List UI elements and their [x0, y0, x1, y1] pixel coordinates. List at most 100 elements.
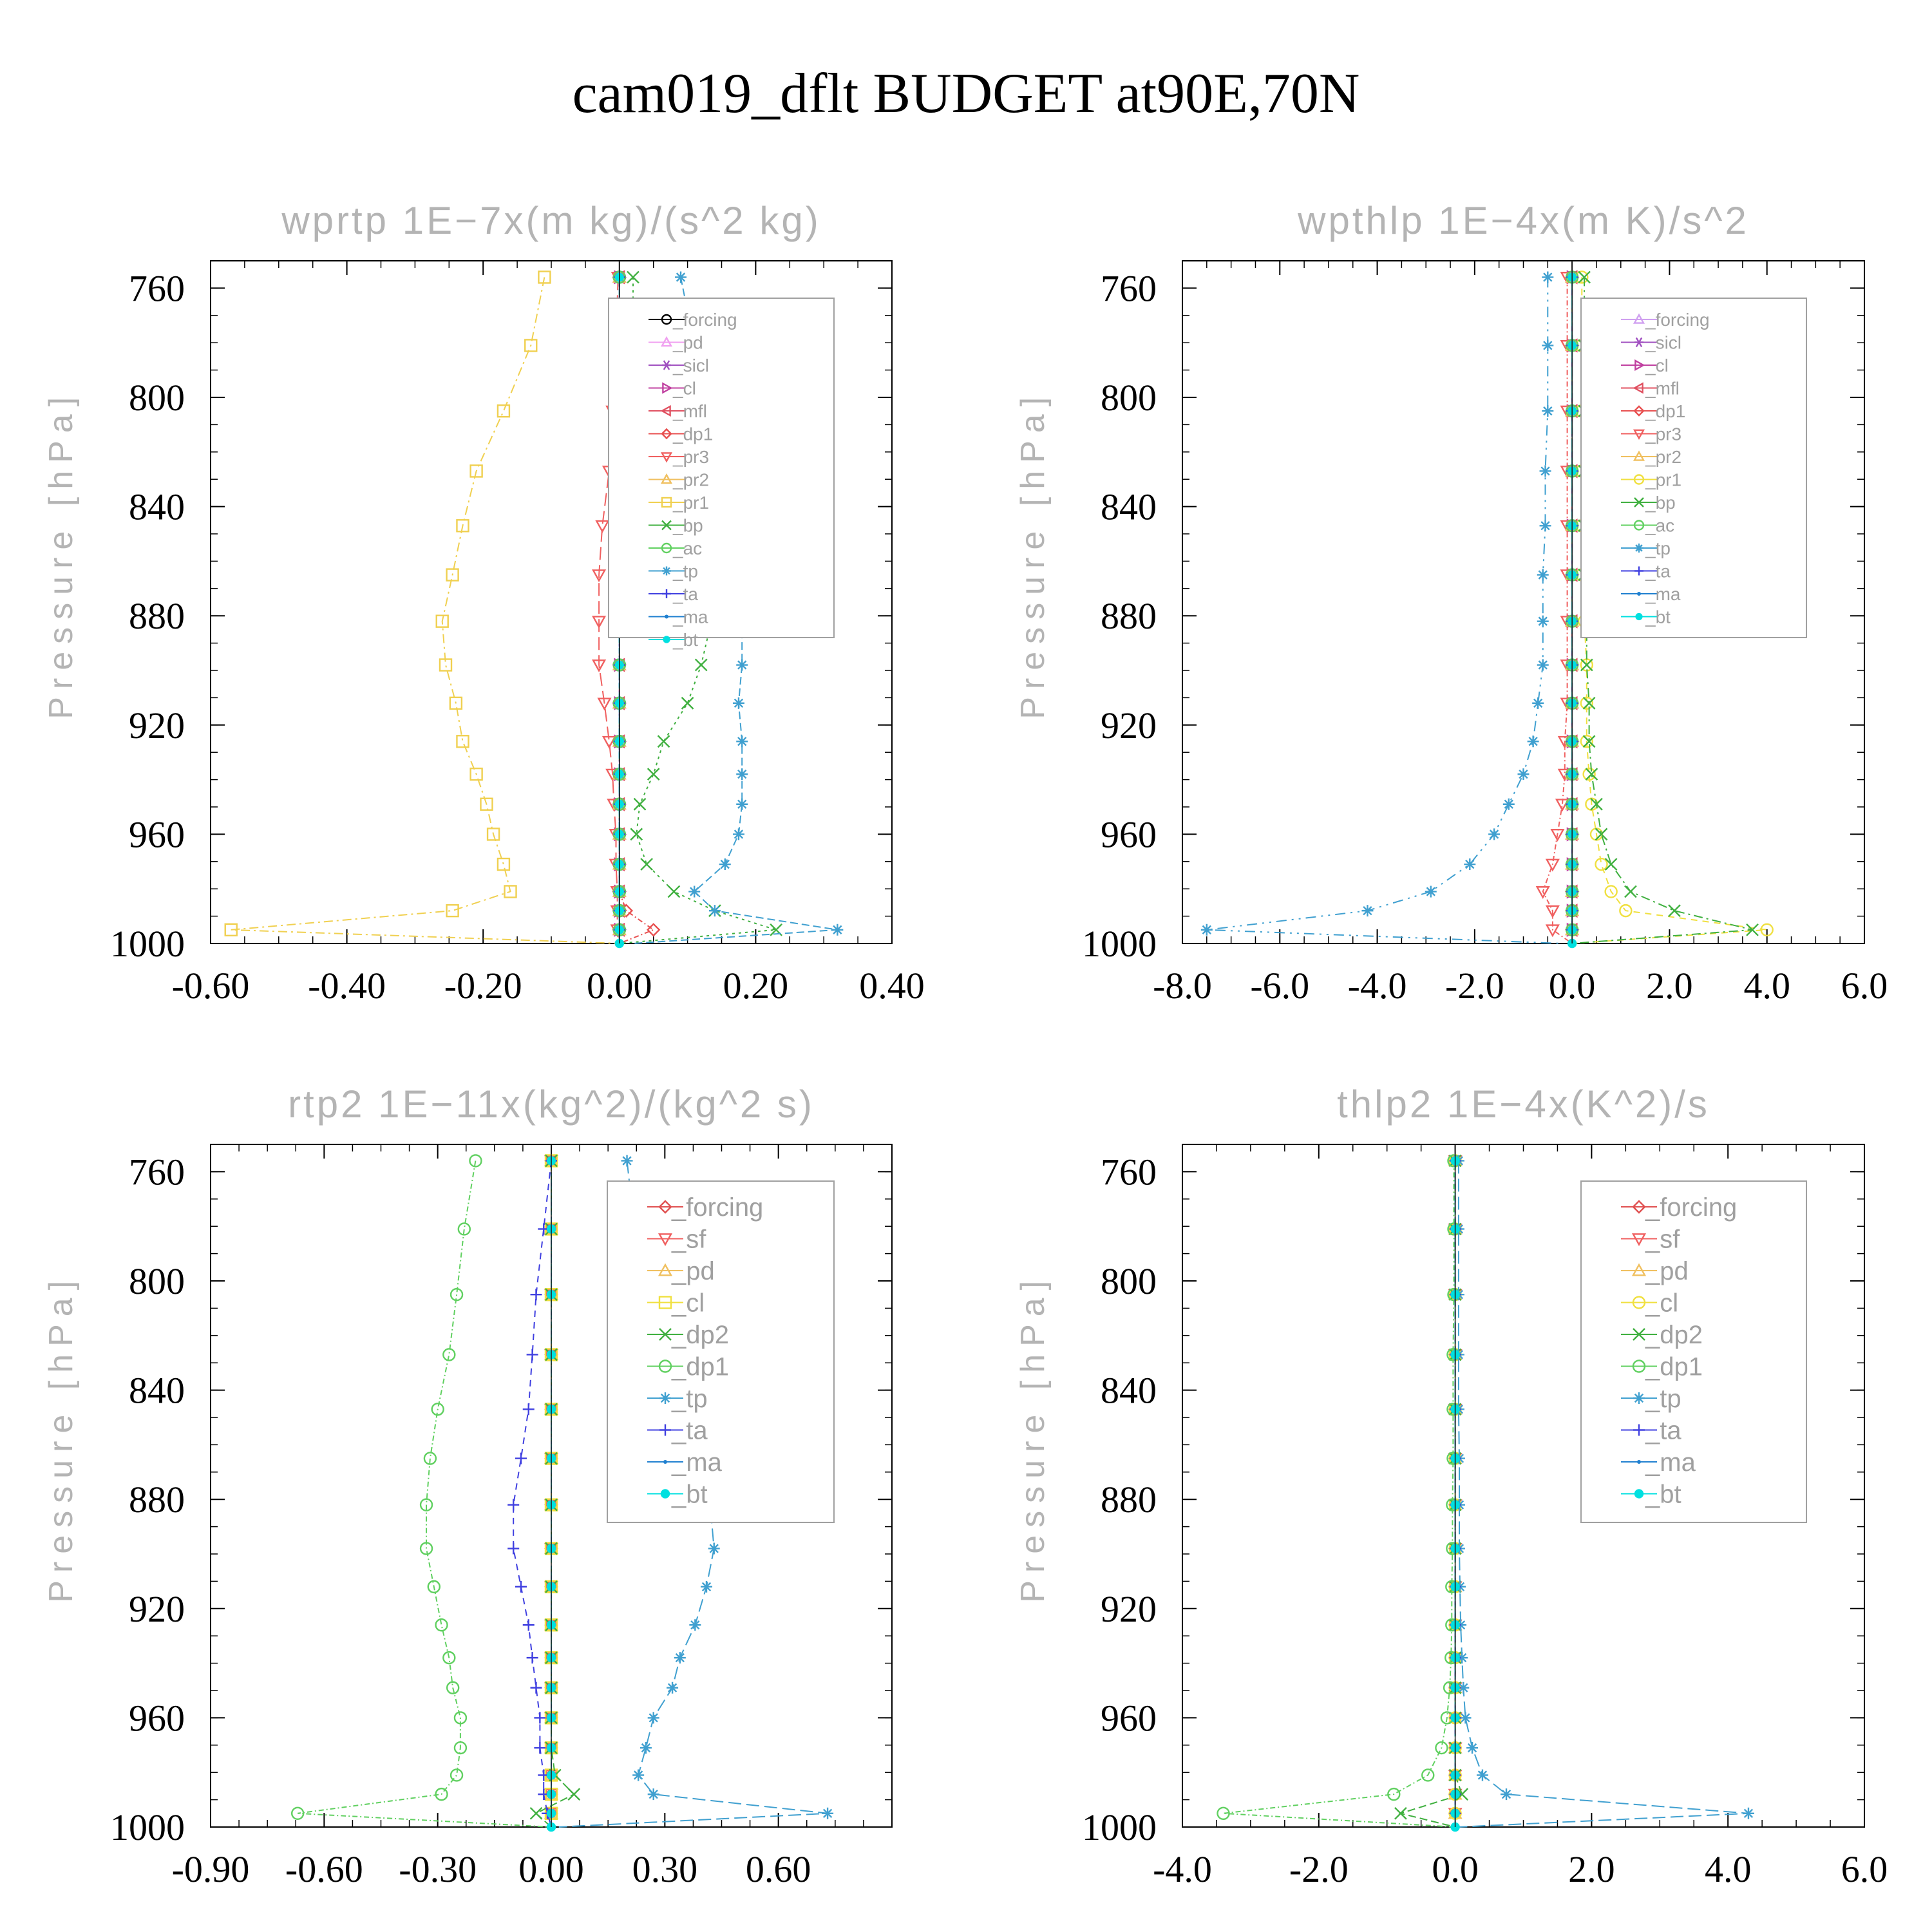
data-point-tp	[1542, 271, 1554, 283]
data-point-bp	[1578, 270, 1591, 284]
data-point-pr3	[601, 735, 616, 749]
data-point-tp	[1539, 465, 1551, 477]
series-line-bp	[619, 277, 777, 944]
legend-marker	[661, 542, 672, 554]
legend-marker	[1631, 1233, 1647, 1246]
x-tick-label: -0.40	[308, 965, 386, 1007]
legend-marker	[659, 1328, 672, 1341]
data-point-tp	[647, 1712, 659, 1724]
legend-marker	[658, 1263, 673, 1276]
data-point-tp	[621, 1155, 633, 1167]
data-point-dp1	[453, 1741, 468, 1755]
y-tick-label: 920	[1101, 705, 1157, 746]
data-point-bp	[1590, 797, 1603, 811]
data-point-pr1	[469, 767, 483, 781]
data-point-dp1	[450, 1287, 464, 1302]
legend-label: _bt	[1645, 1481, 1681, 1509]
data-point-dp1	[1435, 1741, 1448, 1755]
x-tick-label: 0.00	[587, 965, 652, 1007]
data-point-dp1	[427, 1580, 440, 1594]
legend-marker	[1633, 429, 1645, 440]
legend-label: _pd	[671, 1257, 715, 1285]
data-point-bp	[1604, 858, 1618, 871]
legend-box	[1580, 298, 1807, 638]
y-tick-label: 880	[1101, 595, 1157, 637]
legend-marker	[660, 1489, 670, 1499]
y-tick-label: 760	[1101, 267, 1157, 309]
data-point-dp1	[290, 1806, 305, 1821]
x-tick-label: 0.30	[632, 1848, 698, 1890]
data-point-dp1	[446, 1681, 460, 1694]
data-point-ta	[515, 1452, 527, 1464]
data-point-dp2	[529, 1806, 543, 1820]
legend-marker	[1633, 1424, 1645, 1436]
x-tick-label: -6.0	[1250, 965, 1309, 1007]
legend-marker	[1633, 405, 1645, 417]
data-point-dp1	[435, 1787, 448, 1801]
data-point-tp	[1502, 798, 1515, 810]
legend-label: _dp2	[671, 1321, 729, 1349]
data-point-bp	[1624, 885, 1637, 898]
y-tick-label: 1000	[110, 923, 185, 965]
legend-marker	[660, 473, 673, 484]
data-point-tp	[632, 1769, 645, 1781]
y-tick-label: 880	[129, 1479, 185, 1520]
data-point-tp	[719, 858, 731, 871]
series-line-ta	[513, 1160, 552, 1828]
legend-label: _ta	[1645, 561, 1671, 581]
data-point-dp1	[453, 1711, 468, 1725]
data-point-dp1	[442, 1651, 456, 1665]
data-point-tp	[1527, 735, 1539, 748]
legend-label: _pr2	[1645, 447, 1681, 467]
legend-label: _dp1	[671, 1353, 729, 1381]
series-line-pr1	[1572, 277, 1767, 944]
legend-label: _ta	[672, 584, 698, 604]
y-tick-label: 760	[129, 267, 185, 309]
legend: _forcing _sf _pd _cl _dp2 _dp1 _tp _ta _ma _bt	[1580, 1180, 1807, 1523]
x-tick-label: -0.90	[172, 1848, 250, 1890]
data-point-ta	[522, 1619, 535, 1631]
legend-marker	[1634, 544, 1643, 553]
data-point-bp	[1668, 904, 1681, 917]
data-point-dp1	[450, 1768, 464, 1782]
data-point-dp2	[1394, 1806, 1407, 1820]
legend-marker	[658, 1200, 672, 1214]
data-point-pr1	[504, 885, 517, 898]
legend-marker	[1632, 1296, 1646, 1309]
data-point-dp1	[442, 1348, 456, 1361]
y-tick-label: 800	[1101, 1260, 1157, 1302]
y-tick-label: 1000	[1082, 1806, 1157, 1848]
data-point-tp	[1464, 858, 1476, 871]
legend-marker	[661, 428, 672, 440]
legend-label: _cl	[1645, 1289, 1678, 1318]
data-point-tp	[1459, 1712, 1472, 1724]
legend-marker	[660, 404, 671, 417]
legend-label: _cl	[672, 378, 696, 398]
data-point-ta	[515, 1580, 527, 1593]
legend-label: _sicl	[672, 355, 709, 375]
legend-marker	[661, 520, 672, 531]
legend-marker	[1635, 612, 1643, 621]
data-point-tp	[736, 768, 748, 781]
data-point-dp1	[469, 1154, 482, 1168]
data-point-bp	[667, 885, 681, 898]
data-point-bp	[1595, 828, 1608, 841]
data-point-tp	[1456, 1652, 1468, 1664]
legend-label: _dp2	[1645, 1321, 1703, 1349]
x-tick-label: 0.40	[859, 965, 925, 1007]
data-point-ta	[507, 1542, 520, 1555]
legend-marker	[659, 1392, 671, 1404]
legend-marker	[1634, 566, 1643, 576]
data-point-pr1	[1580, 696, 1594, 710]
legend-label: _ac	[1645, 515, 1674, 535]
data-point-pr3	[1545, 905, 1560, 918]
legend-marker	[1637, 1460, 1641, 1464]
chart-panel-4: thlp2 1E−4x(K^2)/s Pressure [hPa] -4.0 -2.0…	[1014, 1083, 1888, 1890]
y-tick-label: 920	[129, 1588, 185, 1630]
data-point-tp	[1542, 339, 1554, 352]
legend-label: _ta	[1645, 1417, 1681, 1445]
data-point-tp	[1537, 569, 1549, 581]
y-tick-label: 840	[1101, 486, 1157, 528]
legend-marker	[1633, 450, 1645, 461]
